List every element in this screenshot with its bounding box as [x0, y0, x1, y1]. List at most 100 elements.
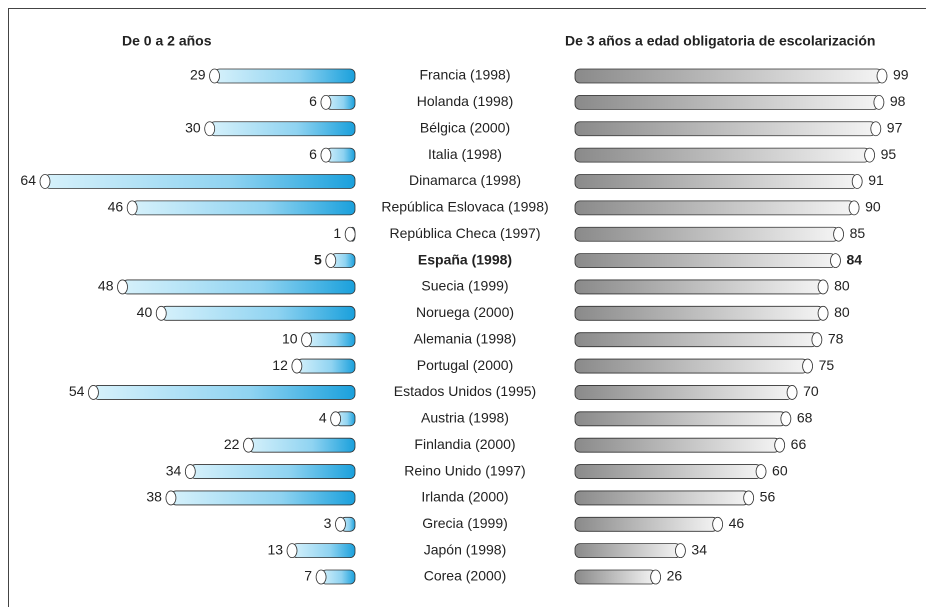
bar: [171, 491, 355, 505]
bar: [575, 517, 718, 531]
bar: [575, 465, 761, 479]
value-label: 95: [881, 146, 897, 162]
bar-cap: [302, 333, 312, 347]
bar-cap: [156, 306, 166, 320]
bar: [45, 174, 355, 188]
category-label: Portugal (2000): [417, 357, 514, 373]
value-label: 26: [667, 568, 683, 584]
value-label: 60: [772, 462, 788, 478]
value-label: 78: [828, 330, 844, 346]
value-label: 30: [185, 119, 201, 135]
category-label: Alemania (1998): [414, 330, 517, 346]
bar-cap: [40, 174, 50, 188]
category-label: Italia (1998): [428, 146, 502, 162]
bar-cap: [321, 95, 331, 109]
value-label: 10: [282, 330, 298, 346]
value-label: 54: [69, 383, 85, 399]
bar-cap: [243, 438, 253, 452]
category-label: Japón (1998): [424, 541, 507, 557]
bar: [575, 280, 823, 294]
bar-cap: [871, 122, 881, 136]
category-label: Bélgica (2000): [420, 119, 510, 135]
value-label: 1: [333, 225, 341, 241]
category-label: Finlandia (2000): [414, 436, 515, 452]
bar: [190, 465, 355, 479]
value-label: 34: [691, 541, 707, 557]
value-label: 56: [760, 489, 776, 505]
bar-cap: [775, 438, 785, 452]
bar-cap: [345, 227, 355, 241]
category-label: España (1998): [418, 251, 512, 267]
bar-cap: [812, 333, 822, 347]
bar-cap: [781, 412, 791, 426]
bar: [292, 544, 355, 558]
value-label: 4: [319, 410, 327, 426]
value-label: 68: [797, 410, 813, 426]
bar-cap: [756, 465, 766, 479]
bar: [575, 359, 808, 373]
bar-cap: [321, 148, 331, 162]
value-label: 13: [267, 541, 283, 557]
bar-cap: [830, 254, 840, 268]
bar-cap: [210, 69, 220, 83]
category-label: Reino Unido (1997): [404, 462, 525, 478]
bar: [215, 69, 355, 83]
value-label: 6: [309, 93, 317, 109]
bar: [575, 201, 854, 215]
value-label: 6: [309, 146, 317, 162]
category-label: Holanda (1998): [417, 93, 514, 109]
bar: [93, 385, 355, 399]
bar-cap: [818, 280, 828, 294]
bar-cap: [287, 544, 297, 558]
bar-cap: [326, 254, 336, 268]
right-title: De 3 años a edad obligatoria de escolari…: [565, 33, 875, 49]
bar: [575, 412, 786, 426]
value-label: 80: [834, 278, 850, 294]
bar: [575, 95, 879, 109]
value-label: 97: [887, 119, 903, 135]
bar-cap: [874, 95, 884, 109]
bar: [575, 69, 882, 83]
bar: [210, 122, 355, 136]
value-label: 75: [819, 357, 835, 373]
bar-cap: [205, 122, 215, 136]
category-label: Austria (1998): [421, 410, 509, 426]
bar: [297, 359, 355, 373]
bar-cap: [713, 517, 723, 531]
bar: [248, 438, 355, 452]
category-label: Dinamarca (1998): [409, 172, 521, 188]
category-label: Noruega (2000): [416, 304, 514, 320]
bar: [575, 148, 870, 162]
value-label: 40: [137, 304, 153, 320]
bar-cap: [166, 491, 176, 505]
bar-cap: [849, 201, 859, 215]
category-label: República Eslovaca (1998): [381, 199, 548, 215]
value-label: 34: [166, 462, 182, 478]
value-label: 3: [324, 515, 332, 531]
bar-cap: [335, 517, 345, 531]
value-label: 66: [791, 436, 807, 452]
bar-cap: [331, 412, 341, 426]
value-label: 48: [98, 278, 114, 294]
bar-cap: [675, 544, 685, 558]
bar-cap: [651, 570, 661, 584]
value-label: 5: [314, 251, 322, 267]
bar: [575, 385, 792, 399]
bar: [307, 333, 355, 347]
bar: [575, 227, 839, 241]
bar-cap: [787, 385, 797, 399]
bar-cap: [118, 280, 128, 294]
left-title: De 0 a 2 años: [122, 33, 212, 49]
value-label: 12: [272, 357, 288, 373]
value-label: 91: [868, 172, 884, 188]
bar-cap: [852, 174, 862, 188]
bar: [575, 491, 749, 505]
value-label: 70: [803, 383, 819, 399]
bar: [575, 570, 656, 584]
category-label: Suecia (1999): [421, 278, 508, 294]
bar-cap: [834, 227, 844, 241]
category-label: Corea (2000): [424, 568, 507, 584]
category-label: Grecia (1999): [422, 515, 508, 531]
bar: [575, 254, 835, 268]
bar-cap: [127, 201, 137, 215]
